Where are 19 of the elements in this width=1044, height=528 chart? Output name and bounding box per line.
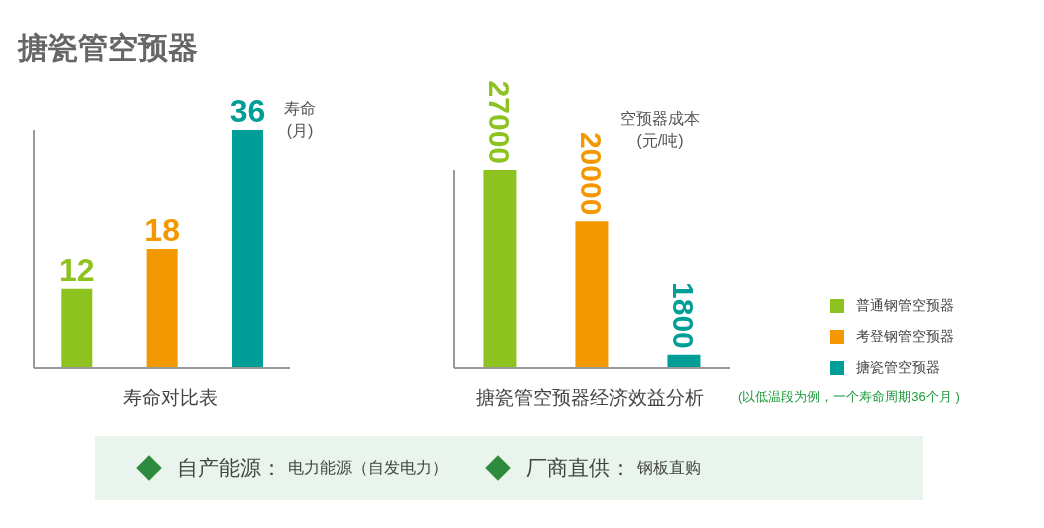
text: 钢板直购 <box>637 457 701 478</box>
data-label: 36 <box>229 93 266 129</box>
text: (以低温段为例，一个寿命周期36个月 ) <box>738 388 960 406</box>
y-axis-title: 空预器成本 (元/吨) <box>619 109 701 151</box>
data-label: 1800 <box>667 282 701 349</box>
data-label: 12 <box>59 251 95 288</box>
text: 厂商直供： <box>526 455 631 481</box>
text: 自产能源： <box>177 455 282 481</box>
text: 考登钢管空预器 <box>855 326 954 346</box>
y-axis-title: 寿命 (月) <box>284 100 316 139</box>
data-label: 27000 <box>483 80 517 164</box>
x-axis-title: 搪瓷管空预器经济效益分析 <box>476 387 704 408</box>
data-label: 18 <box>144 212 180 248</box>
chart-title: 搪瓷管空预器 <box>18 30 198 66</box>
x-axis-title: 寿命对比表 <box>121 386 219 410</box>
text: 电力能源（自发电力） <box>288 457 448 478</box>
text: 搪瓷管空预器 <box>855 357 941 377</box>
data-label: 20000 <box>575 131 609 216</box>
text: 普通钢管空预器 <box>855 295 954 315</box>
